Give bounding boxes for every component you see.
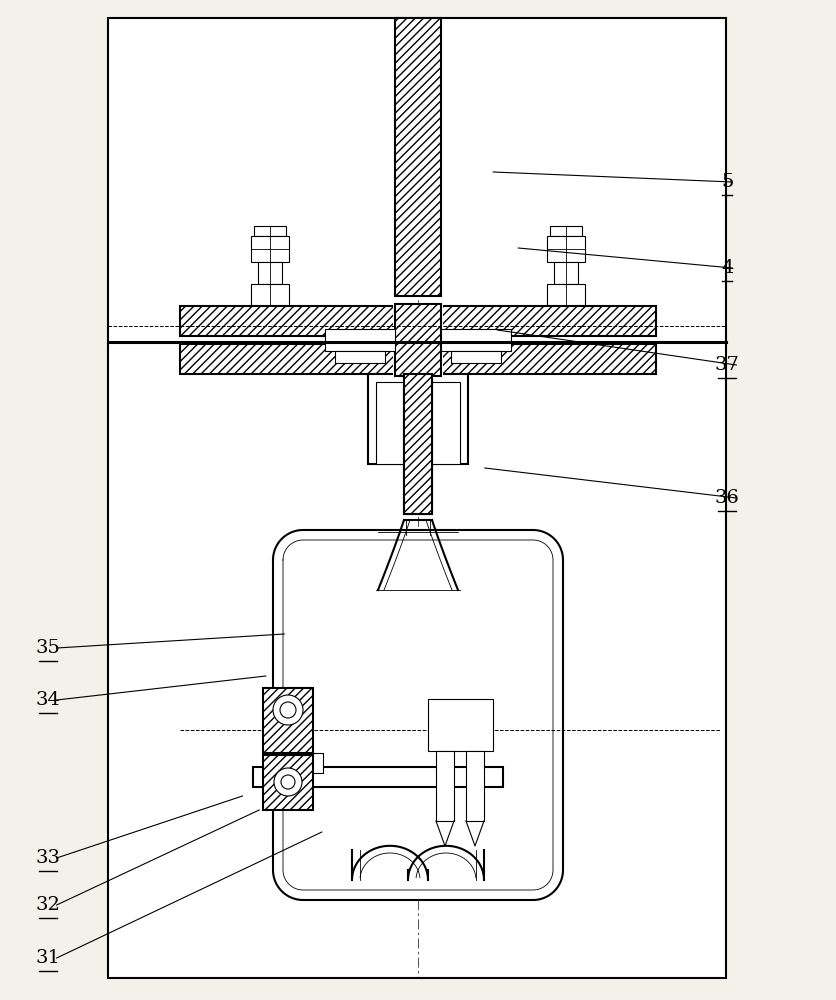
Bar	[395, 18, 441, 296]
Bar	[251, 284, 289, 305]
Bar	[547, 236, 585, 262]
Bar	[263, 753, 323, 773]
Bar	[258, 262, 282, 284]
Bar	[254, 226, 286, 236]
Bar	[466, 751, 484, 821]
Bar	[368, 374, 468, 464]
Bar	[335, 351, 385, 363]
Text: 31: 31	[35, 949, 60, 967]
Circle shape	[274, 768, 302, 796]
Circle shape	[280, 702, 296, 718]
Bar	[251, 236, 289, 262]
Bar	[550, 226, 582, 236]
Bar	[395, 304, 441, 376]
Bar	[180, 306, 656, 336]
Bar	[428, 699, 493, 751]
Bar	[180, 306, 656, 336]
Bar	[404, 374, 432, 464]
Bar	[404, 374, 432, 514]
Bar	[325, 329, 395, 351]
Text: 35: 35	[35, 639, 60, 657]
Bar	[451, 351, 501, 363]
Polygon shape	[273, 530, 563, 900]
Circle shape	[281, 775, 295, 789]
Text: 32: 32	[35, 896, 60, 914]
Circle shape	[273, 695, 303, 725]
Bar	[441, 329, 511, 351]
Text: 33: 33	[35, 849, 60, 867]
Bar	[263, 755, 313, 810]
Bar	[180, 344, 656, 374]
Bar	[404, 374, 432, 514]
Bar	[263, 755, 313, 810]
Bar	[404, 374, 432, 514]
Text: 37: 37	[715, 356, 740, 374]
Text: 34: 34	[35, 691, 60, 709]
Bar	[554, 262, 578, 284]
Bar	[393, 304, 443, 376]
Text: 4: 4	[721, 259, 733, 277]
Bar	[395, 18, 441, 296]
Bar	[547, 284, 585, 305]
Bar	[108, 18, 726, 978]
Bar	[263, 688, 313, 753]
Bar	[253, 767, 503, 787]
Bar	[263, 688, 313, 753]
Bar	[376, 382, 460, 464]
Bar	[395, 304, 441, 376]
Bar	[436, 751, 454, 821]
Text: 5: 5	[721, 173, 733, 191]
Text: 36: 36	[715, 489, 740, 507]
Bar	[180, 344, 656, 374]
Bar	[404, 374, 432, 514]
